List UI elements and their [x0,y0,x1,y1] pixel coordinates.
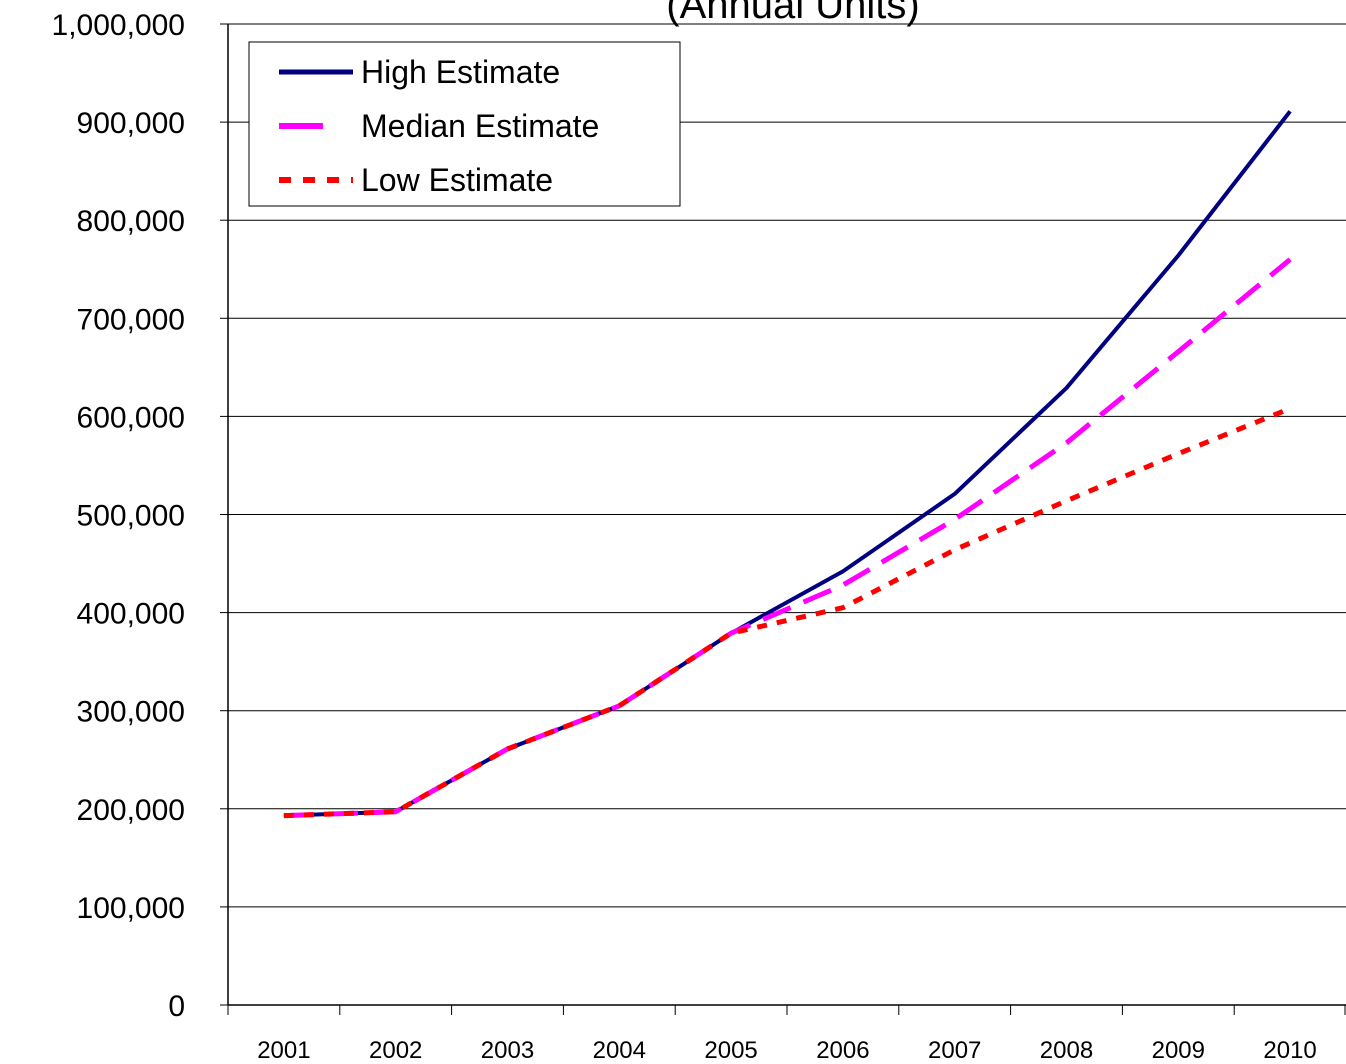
y-tick-label: 900,000 [77,107,185,140]
x-tick-label: 2010 [1263,1037,1316,1064]
legend-label: Median Estimate [361,108,599,144]
x-tick-label: 2001 [257,1037,310,1064]
y-tick-label: 600,000 [77,401,185,434]
x-tick-label: 2005 [704,1037,757,1064]
x-tick-label: 2004 [593,1037,646,1064]
y-tick-label: 400,000 [77,598,185,631]
y-tick-label: 0 [168,990,185,1023]
series-line [283,257,1292,819]
y-tick-label: 500,000 [77,500,185,533]
y-tick-label: 800,000 [77,205,185,238]
series-line [283,110,1292,818]
legend-label: High Estimate [361,54,560,90]
x-tick-label: 2002 [369,1037,422,1064]
y-tick-label: 700,000 [77,303,185,336]
x-tick-label: 2008 [1040,1037,1093,1064]
y-tick-label: 1,000,000 [52,9,185,42]
x-tick-label: 2007 [928,1037,981,1064]
legend-label: Low Estimate [361,162,553,198]
x-tick-label: 2009 [1152,1037,1205,1064]
y-tick-label: 200,000 [77,794,185,827]
chart-subtitle: (Annual Units) [666,0,919,27]
y-tick-label: 300,000 [77,696,185,729]
x-tick-label: 2003 [481,1037,534,1064]
x-tick-label: 2006 [816,1037,869,1064]
y-tick-label: 100,000 [77,892,185,925]
